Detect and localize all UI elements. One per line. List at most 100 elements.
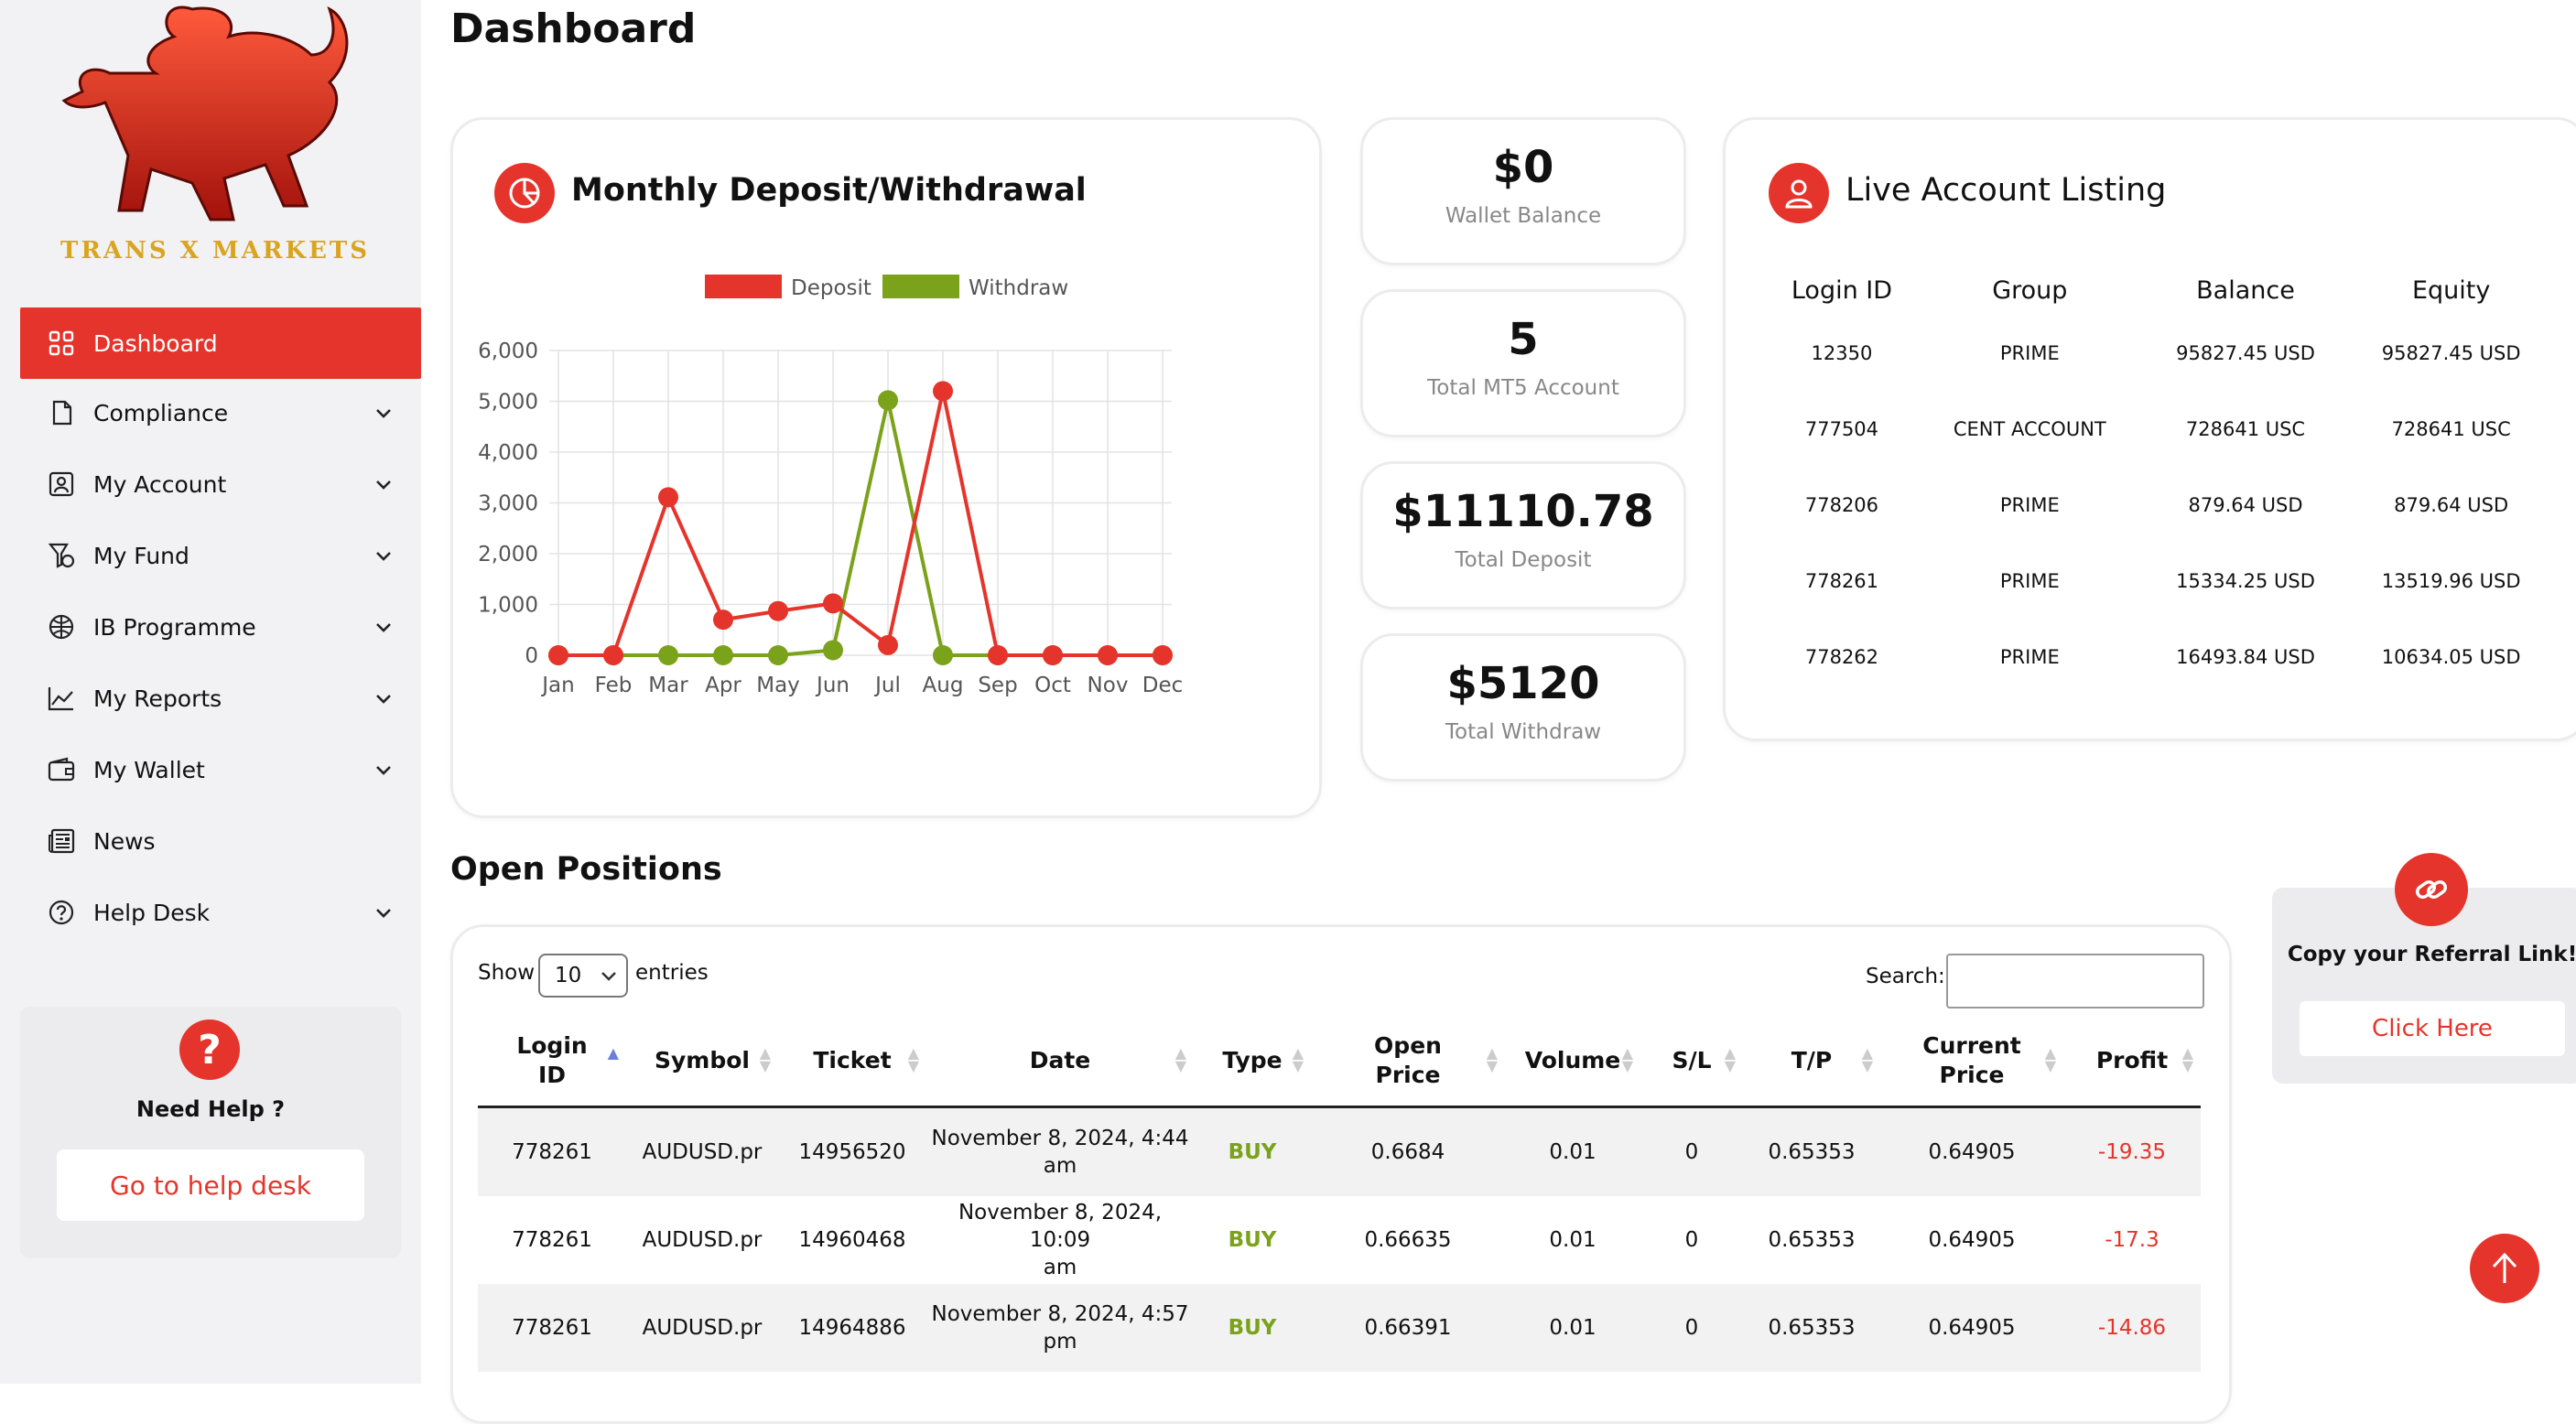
data-point-deposit[interactable] — [1043, 645, 1063, 665]
sidebar-item-my-fund[interactable]: My Fund — [20, 520, 421, 591]
table-cell: 778261 — [1804, 569, 1879, 592]
column-header[interactable]: Type ▲ ▼ — [1194, 1016, 1311, 1108]
sidebar-item-my-wallet[interactable]: My Wallet — [20, 734, 421, 805]
go-to-help-desk-button[interactable]: Go to help desk — [57, 1149, 364, 1221]
sidebar-item-help-desk[interactable]: Help Desk — [20, 877, 421, 948]
data-point-deposit[interactable] — [878, 634, 898, 655]
sort-icon[interactable]: ▲ ▼ — [1861, 1044, 1873, 1074]
column-header[interactable]: Current Price ▲ ▼ — [1880, 1016, 2063, 1108]
data-point-deposit[interactable] — [548, 645, 568, 665]
live-account-table: Login ID Group Balance Equity 12350 PRIME 958… — [1767, 265, 2554, 695]
sl-cell: 0 — [1684, 1228, 1699, 1252]
data-point-deposit[interactable] — [768, 600, 788, 621]
column-header[interactable]: Ticket ▲ ▼ — [778, 1016, 926, 1108]
sidebar-item-compliance[interactable]: Compliance — [20, 377, 421, 448]
chevron-down-icon[interactable] — [370, 613, 397, 641]
column-header[interactable]: Open Price ▲ ▼ — [1311, 1016, 1505, 1108]
chevron-down-icon[interactable] — [370, 399, 397, 426]
legend-swatch[interactable] — [705, 275, 782, 298]
column-header[interactable]: S/L ▲ ▼ — [1640, 1016, 1743, 1108]
data-point-withdraw[interactable] — [768, 645, 788, 665]
data-point-withdraw[interactable] — [713, 645, 733, 665]
sort-icon[interactable]: ▲ — [607, 1044, 619, 1062]
table-cell: PRIME — [1999, 493, 2060, 516]
sort-icon[interactable]: ▲ ▼ — [1292, 1044, 1304, 1074]
column-header[interactable]: Profit ▲ ▼ — [2063, 1016, 2201, 1108]
volume-cell: 0.01 — [1549, 1228, 1596, 1252]
data-point-withdraw[interactable] — [878, 390, 898, 411]
sidebar-item-label: My Fund — [93, 542, 189, 569]
deposit-card-title: Monthly Deposit/Withdrawal — [571, 172, 1087, 209]
sort-icon[interactable]: ▲ ▼ — [1174, 1044, 1186, 1074]
sort-icon[interactable]: ▲ ▼ — [2044, 1044, 2056, 1074]
total-withdraw-label: Total Withdraw — [1445, 720, 1602, 744]
sidebar-item-ib-programme[interactable]: IB Programme — [20, 591, 421, 663]
current-cell: 0.64905 — [1928, 1228, 2016, 1252]
column-header[interactable]: Date ▲ ▼ — [926, 1016, 1194, 1108]
data-point-deposit[interactable] — [823, 593, 843, 614]
live-account-card — [1723, 117, 2576, 741]
data-point-deposit[interactable] — [1153, 645, 1173, 665]
chevron-down-icon[interactable] — [370, 756, 397, 783]
column-header[interactable]: Login ID ▲ — [478, 1016, 626, 1108]
table-row[interactable]: 778261 AUDUSD.pr 14956520 November 8, 2024,… — [478, 1106, 2201, 1196]
referral-title: Copy your Referral Link! — [2287, 943, 2576, 966]
table-row: 778206 PRIME 879.64 USD 879.64 USD — [1767, 467, 2554, 543]
legend-label[interactable]: Withdraw — [969, 276, 1068, 300]
chevron-down-icon[interactable] — [370, 685, 397, 712]
sidebar-item-my-reports[interactable]: My Reports — [20, 663, 421, 734]
data-point-withdraw[interactable] — [933, 645, 953, 665]
column-header[interactable]: T/P ▲ ▼ — [1743, 1016, 1880, 1108]
sort-icon[interactable]: ▲ ▼ — [759, 1044, 771, 1074]
column-header-label: Date — [1029, 1047, 1091, 1073]
chevron-down-icon[interactable] — [370, 470, 397, 498]
data-point-deposit[interactable] — [658, 487, 678, 508]
total-deposit-card: $11110.78 Total Deposit — [1360, 461, 1686, 610]
chevron-down-icon[interactable] — [370, 899, 397, 926]
live-account-title: Live Account Listing — [1845, 172, 2167, 209]
help-question-icon: ? — [179, 1019, 240, 1080]
entries-select[interactable]: 10 — [538, 954, 628, 998]
column-header[interactable]: Volume ▲ ▼ — [1505, 1016, 1640, 1108]
data-point-deposit[interactable] — [1098, 645, 1118, 665]
date-cell: November 8, 2024, 4:44 am — [926, 1106, 1194, 1196]
date-line: am — [1043, 1256, 1077, 1279]
sort-icon[interactable]: ▲ ▼ — [1621, 1044, 1633, 1074]
brand-logo[interactable]: TRANS X MARKETS — [55, 0, 375, 270]
sort-icon[interactable]: ▲ ▼ — [1486, 1044, 1498, 1074]
sidebar-item-my-account[interactable]: My Account — [20, 448, 421, 520]
x-tick-label: Oct — [1034, 674, 1071, 697]
data-point-deposit[interactable] — [603, 645, 623, 665]
open-positions-title: Open Positions — [450, 851, 722, 888]
data-point-deposit[interactable] — [933, 381, 953, 402]
data-point-withdraw[interactable] — [823, 640, 843, 661]
login-cell: 778261 — [478, 1106, 626, 1196]
column-header: Group — [1992, 275, 2068, 305]
profit-cell: -17.3 — [2105, 1228, 2159, 1252]
data-point-withdraw[interactable] — [658, 645, 678, 665]
arrow-up-icon — [2492, 1252, 2517, 1283]
data-point-deposit[interactable] — [988, 645, 1008, 665]
y-tick-label: 0 — [525, 644, 538, 668]
legend-label[interactable]: Deposit — [791, 276, 871, 300]
grid-icon — [44, 326, 79, 361]
data-point-deposit[interactable] — [713, 610, 733, 631]
sort-icon[interactable]: ▲ ▼ — [907, 1044, 919, 1074]
sort-icon[interactable]: ▲ ▼ — [2181, 1044, 2193, 1074]
chevron-down-icon[interactable] — [370, 542, 397, 569]
table-row[interactable]: 778261 AUDUSD.pr 14964886 November 8, 2024,… — [478, 1284, 2201, 1372]
type-cell: BUY — [1194, 1106, 1311, 1196]
sidebar-item-news[interactable]: News — [20, 805, 421, 877]
line-chart-icon — [44, 681, 79, 716]
referral-click-here-button[interactable]: Click Here — [2300, 1001, 2565, 1056]
column-header[interactable]: Symbol ▲ ▼ — [626, 1016, 778, 1108]
sort-icon[interactable]: ▲ ▼ — [1724, 1044, 1736, 1074]
sidebar-item-dashboard[interactable]: Dashboard — [20, 307, 421, 379]
money-icon — [44, 538, 79, 573]
search-input[interactable] — [1946, 954, 2204, 1009]
column-header-label: ID — [537, 1062, 567, 1088]
table-row[interactable]: 778261 AUDUSD.pr 14960468 November 8, 2024,… — [478, 1196, 2201, 1284]
scroll-to-top-button[interactable] — [2470, 1234, 2539, 1303]
legend-swatch[interactable] — [882, 275, 959, 298]
x-tick-label: Apr — [705, 674, 741, 697]
